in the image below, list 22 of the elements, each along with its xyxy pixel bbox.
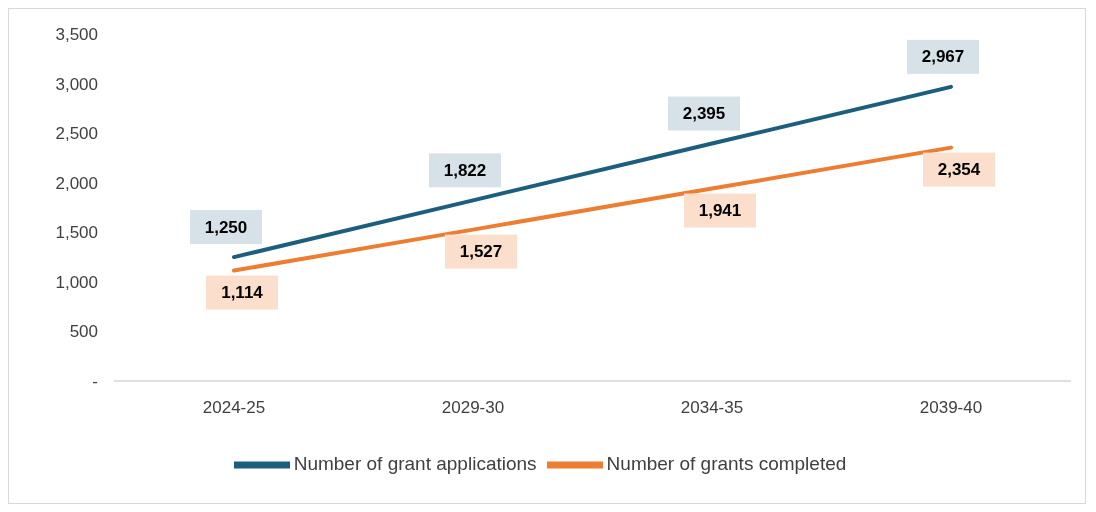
y-tick-label: - — [92, 372, 98, 392]
y-tick-label: 1,000 — [55, 272, 98, 292]
data-label: 1,250 — [204, 217, 248, 237]
legend-label: Number of grant applications — [293, 453, 537, 475]
y-tick-label: 1,500 — [55, 223, 98, 243]
data-label: 2,354 — [937, 160, 981, 180]
data-label: 1,941 — [698, 201, 742, 221]
y-tick-label: 3,000 — [55, 74, 98, 94]
y-tick-label: 3,500 — [55, 25, 98, 45]
data-label: 1,822 — [443, 160, 487, 180]
x-tick-label: 2039-40 — [919, 398, 983, 418]
x-tick-label: 2024-25 — [202, 398, 266, 418]
data-label: 2,395 — [682, 104, 726, 124]
data-label: 1,114 — [221, 283, 264, 303]
legend-label: Number of grants completed — [606, 453, 847, 475]
data-label: 2,967 — [921, 47, 965, 67]
x-tick-label: 2034-35 — [680, 398, 744, 418]
x-tick-label: 2029-30 — [441, 398, 505, 418]
y-tick-label: 2,000 — [55, 173, 98, 193]
data-label: 1,527 — [459, 242, 503, 262]
y-tick-label: 500 — [69, 322, 98, 342]
y-tick-label: 2,500 — [55, 124, 98, 144]
